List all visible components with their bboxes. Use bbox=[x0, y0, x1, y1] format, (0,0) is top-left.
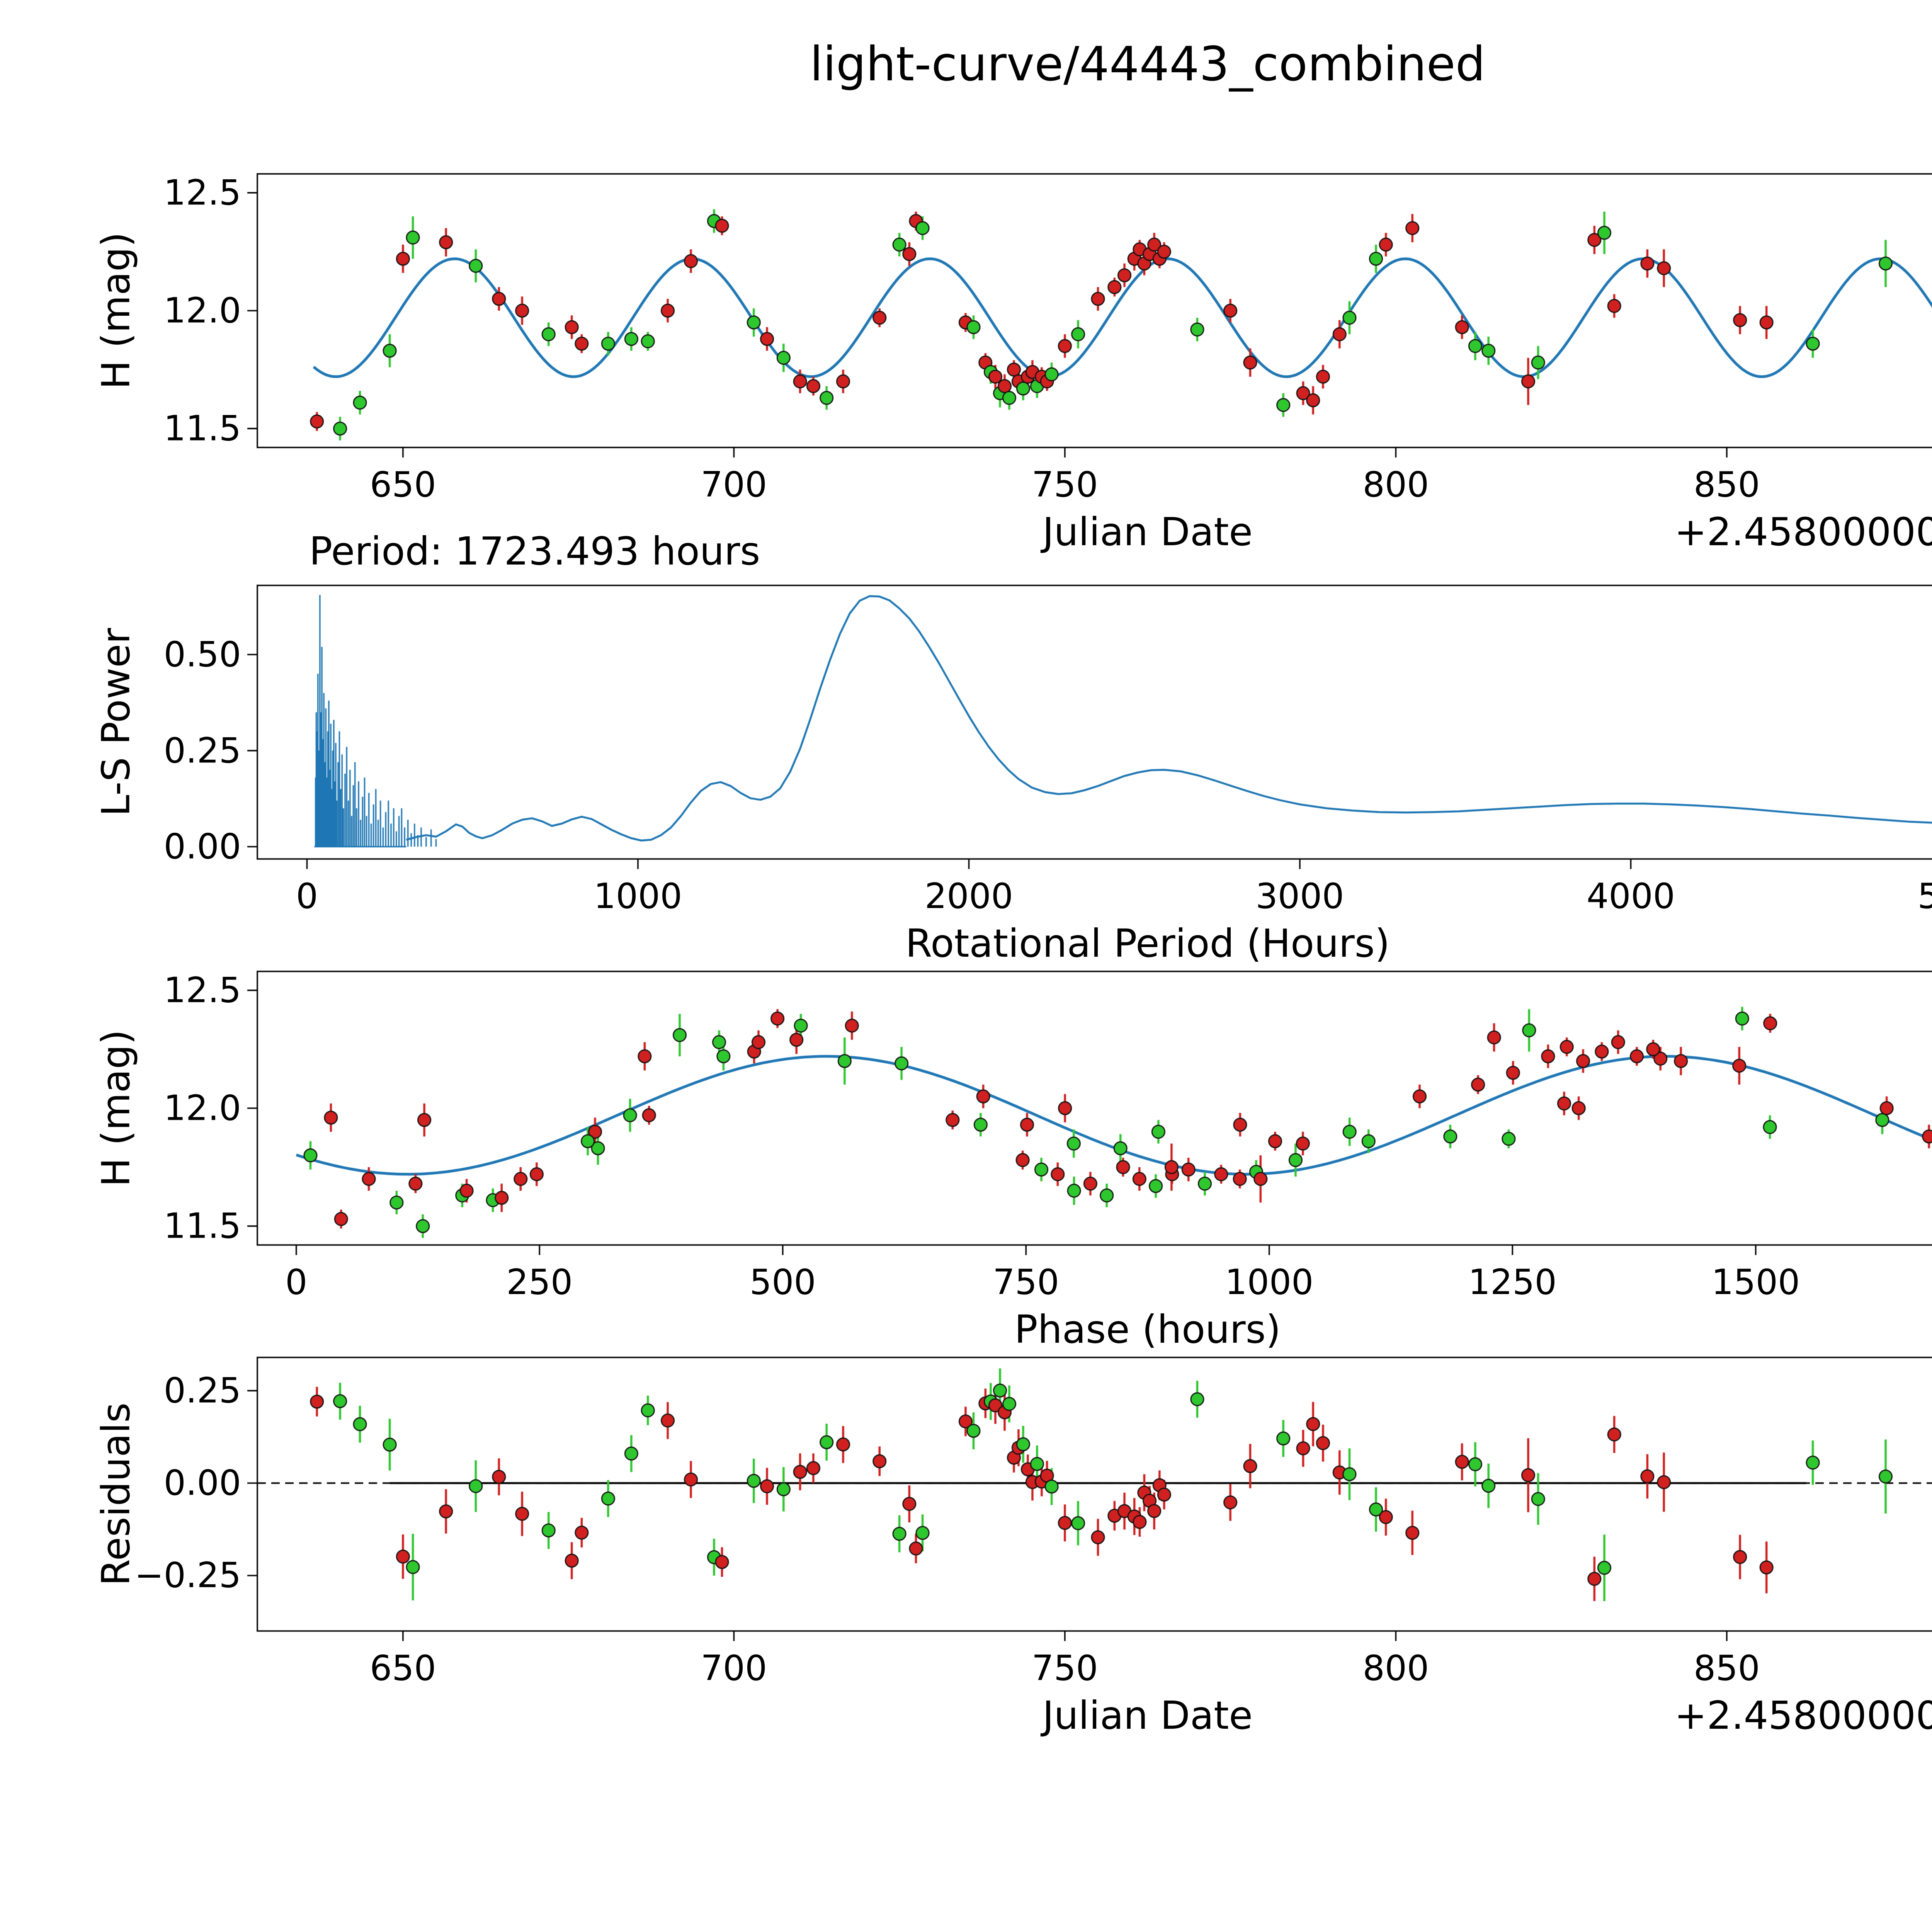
tick-label: 0.25 bbox=[163, 1370, 241, 1411]
tick-label: 250 bbox=[506, 1262, 573, 1303]
tick-label: 750 bbox=[993, 1262, 1060, 1303]
periodogram-title: Period: 1723.493 hours bbox=[309, 529, 760, 574]
tick-label: 2000 bbox=[924, 876, 1014, 917]
tick-label: 800 bbox=[1362, 1648, 1429, 1689]
phase-xlabel: Phase (hours) bbox=[1014, 1307, 1281, 1352]
figure-title: light-curve/44443_combined bbox=[810, 37, 1486, 92]
tick-label: 500 bbox=[749, 1262, 816, 1303]
tick-label: 3000 bbox=[1255, 876, 1344, 917]
tick-label: 11.5 bbox=[163, 408, 241, 449]
tick-label: 850 bbox=[1693, 1648, 1760, 1689]
tick-label: 1000 bbox=[594, 876, 682, 917]
tick-label: 12.0 bbox=[163, 1088, 241, 1129]
tick-label: 0.00 bbox=[163, 1463, 241, 1503]
residuals-xlabel: Julian Date bbox=[1043, 1693, 1253, 1738]
residuals-ylabel: Residuals bbox=[93, 1402, 139, 1586]
lightcurve-offset-text: +2.4580000000e6 bbox=[1674, 509, 1932, 554]
tick-label: 4000 bbox=[1586, 876, 1675, 917]
tick-label: 650 bbox=[369, 464, 436, 505]
tick-label: 0 bbox=[285, 1262, 308, 1303]
tick-label: −0.25 bbox=[134, 1555, 241, 1596]
lightcurve-ylabel: H (mag) bbox=[93, 232, 139, 389]
tick-label: 12.5 bbox=[163, 970, 241, 1011]
tick-label: 800 bbox=[1362, 464, 1429, 505]
tick-label: 700 bbox=[701, 1648, 767, 1689]
tick-label: 850 bbox=[1693, 464, 1760, 505]
tick-label: 11.5 bbox=[163, 1206, 241, 1247]
tick-label: 0 bbox=[296, 876, 318, 917]
tick-label: 700 bbox=[701, 464, 767, 505]
tick-label: 0.50 bbox=[163, 634, 241, 675]
lightcurve-xlabel: Julian Date bbox=[1043, 509, 1253, 554]
tick-label: 1250 bbox=[1468, 1262, 1557, 1303]
tick-label: 750 bbox=[1031, 464, 1098, 505]
tick-label: 650 bbox=[369, 1648, 436, 1689]
tick-label: 5000 bbox=[1917, 876, 1932, 917]
periodogram-ylabel: L-S Power bbox=[93, 628, 139, 816]
tick-label: 0.25 bbox=[163, 730, 241, 771]
tick-label: 1500 bbox=[1711, 1262, 1800, 1303]
tick-label: 0.00 bbox=[163, 826, 241, 867]
residuals-offset-text: +2.4580000000e6 bbox=[1674, 1693, 1932, 1738]
phase-ylabel: H (mag) bbox=[93, 1029, 139, 1187]
tick-label: 750 bbox=[1031, 1648, 1098, 1689]
tick-label: 12.0 bbox=[163, 290, 241, 331]
periodogram-xlabel: Rotational Period (Hours) bbox=[905, 921, 1390, 966]
tick-label: 1000 bbox=[1225, 1262, 1314, 1303]
tick-label: 12.5 bbox=[163, 172, 241, 213]
